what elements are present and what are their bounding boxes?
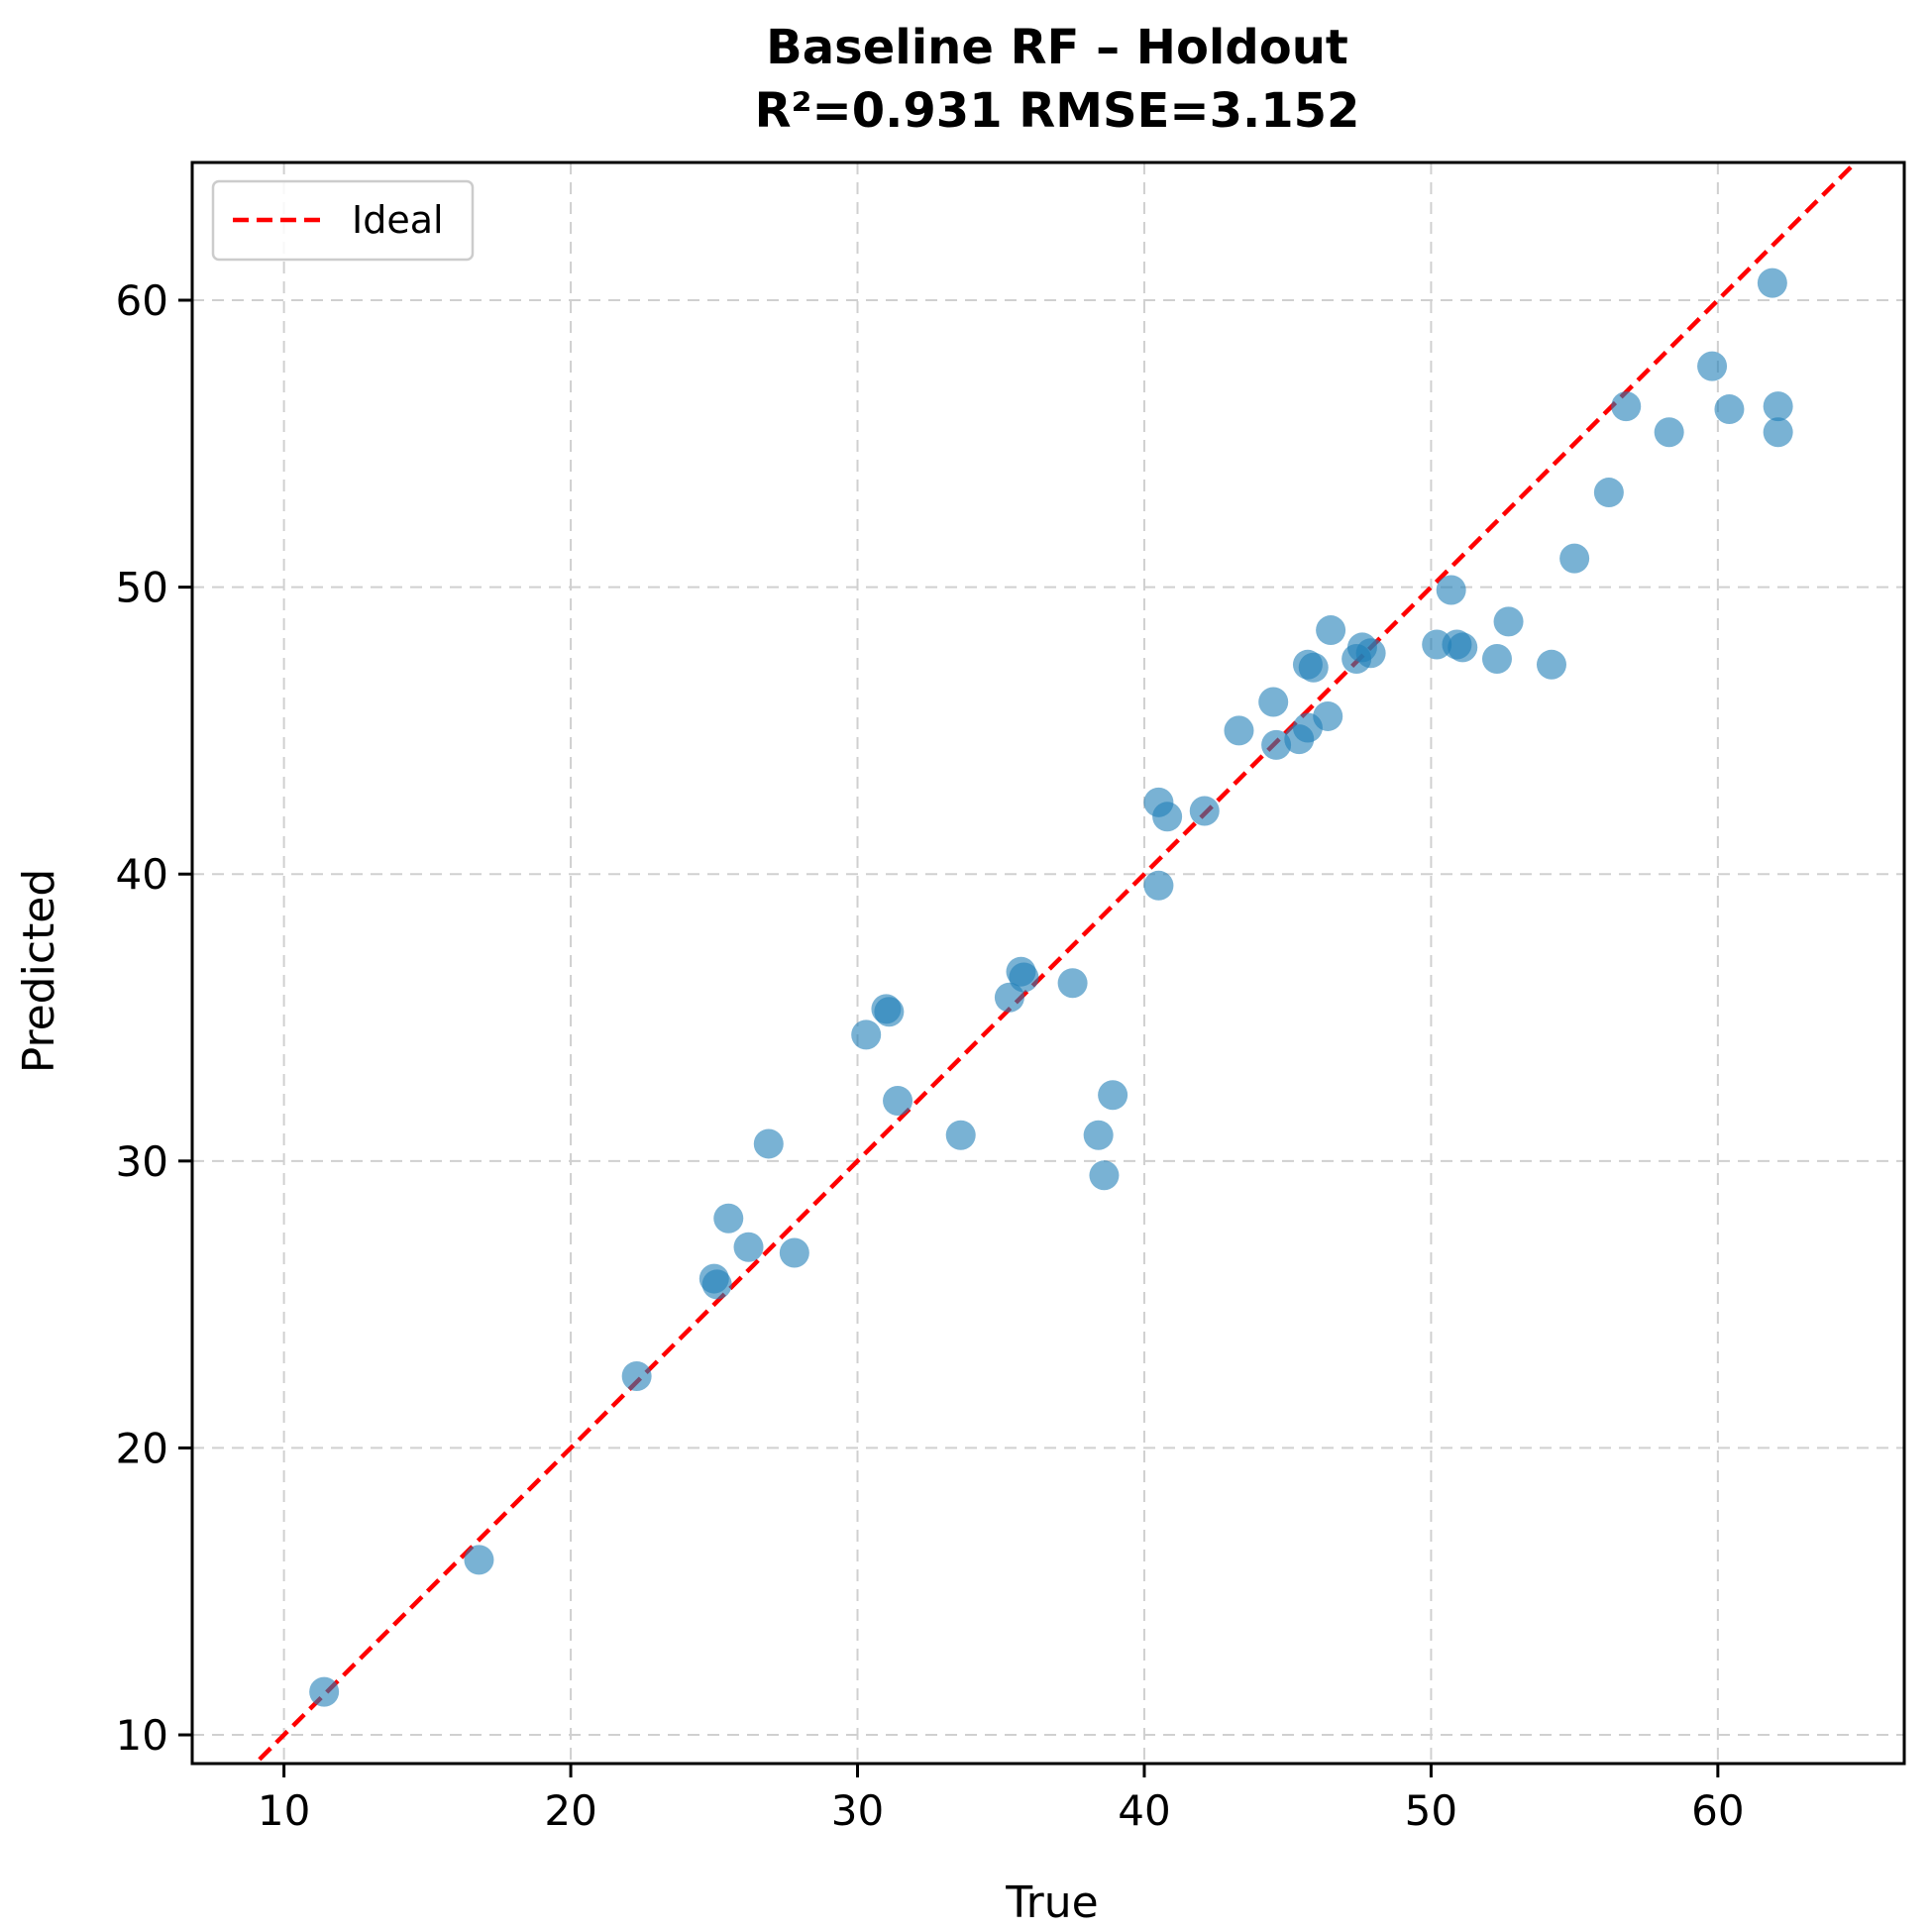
data-point <box>1313 700 1343 731</box>
x-tick-label: 20 <box>544 1786 596 1835</box>
y-tick-label: 10 <box>116 1711 168 1760</box>
data-point <box>1261 729 1292 760</box>
y-tick-label: 50 <box>116 564 168 612</box>
data-point <box>1714 394 1745 425</box>
data-point <box>945 1120 976 1150</box>
ideal-line <box>252 162 1859 1764</box>
data-point <box>1258 687 1289 717</box>
data-point <box>851 1020 882 1050</box>
data-point <box>1436 575 1466 605</box>
data-point <box>621 1361 652 1392</box>
data-point <box>1083 1120 1114 1150</box>
legend-ideal-label: Ideal <box>352 198 444 242</box>
y-tick-label: 60 <box>116 276 168 325</box>
plot-frame <box>190 161 1906 1766</box>
chart-title: Baseline RF – Holdout <box>766 20 1348 75</box>
x-tick-label: 30 <box>831 1786 884 1835</box>
data-point <box>753 1128 784 1159</box>
data-point <box>1593 478 1624 508</box>
data-point <box>1098 1080 1128 1111</box>
data-point <box>1493 606 1524 637</box>
data-point <box>1143 870 1174 901</box>
data-point <box>1189 796 1220 826</box>
data-point <box>779 1237 809 1268</box>
x-tick-label: 60 <box>1691 1786 1744 1835</box>
data-point <box>874 997 905 1027</box>
legend: Ideal <box>211 179 475 262</box>
data-point <box>1224 715 1254 746</box>
data-point <box>1298 652 1329 683</box>
data-point <box>701 1269 732 1300</box>
data-point <box>1763 417 1793 448</box>
data-point <box>1009 962 1039 993</box>
points <box>309 268 1793 1707</box>
data-point <box>1089 1160 1120 1191</box>
data-point <box>1536 649 1566 680</box>
data-point <box>1559 543 1590 574</box>
data-point <box>883 1086 913 1117</box>
data-point <box>1611 391 1642 422</box>
legend-box <box>211 179 475 262</box>
y-tick-label: 20 <box>116 1424 168 1472</box>
x-tick-label: 40 <box>1118 1786 1170 1835</box>
data-point <box>1355 638 1386 669</box>
data-point <box>1152 802 1183 832</box>
data-point <box>464 1545 494 1575</box>
x-axis-label: True <box>1005 1878 1098 1928</box>
y-axis-label: Predicted <box>14 869 64 1074</box>
data-point <box>713 1203 744 1234</box>
y-tick-label: 30 <box>116 1137 168 1186</box>
chart-subtitle: R²=0.931 RMSE=3.152 <box>755 83 1360 139</box>
x-tick-label: 50 <box>1405 1786 1457 1835</box>
data-point <box>733 1232 764 1262</box>
grid <box>192 162 1904 1764</box>
x-tick-label: 10 <box>258 1786 310 1835</box>
data-point <box>1697 351 1728 381</box>
data-point <box>1057 968 1088 999</box>
data-point <box>1448 632 1478 663</box>
data-point <box>1763 391 1793 422</box>
y-tick-label: 40 <box>116 850 168 899</box>
data-point <box>1481 644 1512 675</box>
data-point <box>1654 417 1684 448</box>
data-point <box>309 1676 340 1707</box>
data-point <box>1316 615 1346 646</box>
data-point <box>1757 268 1787 298</box>
ticks: 10 20 30 40 50 60 10 20 30 40 50 60 <box>116 276 1745 1835</box>
